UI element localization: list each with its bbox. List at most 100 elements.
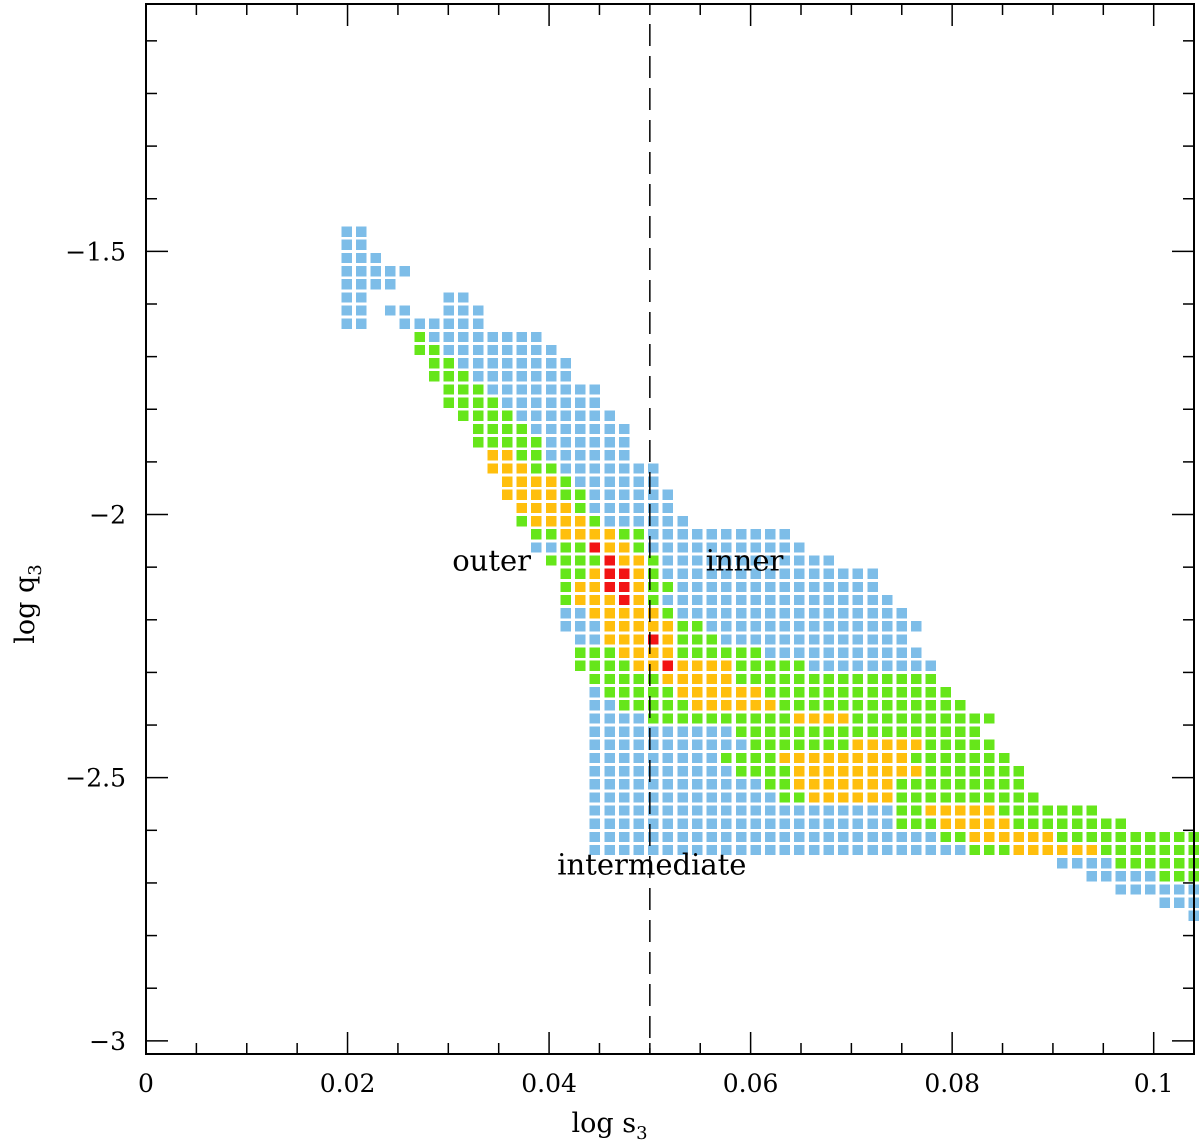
heatmap-cell xyxy=(706,779,718,790)
heatmap-cell xyxy=(852,687,864,698)
heatmap-cell xyxy=(706,726,718,737)
heatmap-cell xyxy=(794,766,805,777)
heatmap-cell xyxy=(750,805,761,816)
heatmap-cell xyxy=(545,397,557,408)
heatmap-cell xyxy=(487,331,498,343)
heatmap-cell xyxy=(896,818,907,829)
heatmap-cell xyxy=(662,779,674,790)
heatmap-cell xyxy=(867,634,878,645)
heatmap-cell xyxy=(604,766,615,777)
heatmap-cell xyxy=(1071,844,1083,856)
heatmap-cell xyxy=(633,555,644,566)
heatmap-cell xyxy=(662,713,674,724)
heatmap-cell xyxy=(589,423,601,435)
heatmap-cell xyxy=(969,818,981,829)
heatmap-cell xyxy=(750,831,761,843)
heatmap-cell xyxy=(560,463,571,474)
heatmap-cell xyxy=(896,634,907,645)
heatmap-cell xyxy=(1042,844,1054,856)
heatmap-cell xyxy=(691,779,703,790)
heatmap-cell xyxy=(852,805,864,816)
heatmap-cell xyxy=(808,673,820,685)
heatmap-cell xyxy=(575,660,586,671)
heatmap-cell xyxy=(984,805,995,816)
heatmap-cell xyxy=(633,634,644,645)
heatmap-cell xyxy=(677,831,688,843)
heatmap-cell xyxy=(706,634,718,645)
heatmap-cell xyxy=(1174,897,1185,908)
heatmap-cell xyxy=(721,673,732,685)
y-tick-label: −2.5 xyxy=(65,764,126,793)
heatmap-cell xyxy=(750,594,761,606)
heatmap-cell xyxy=(560,423,571,435)
heatmap-cell xyxy=(399,318,411,329)
annotations: outer inner intermediate xyxy=(452,543,783,881)
heatmap-cell xyxy=(867,660,878,671)
heatmap-cell xyxy=(925,660,937,671)
heatmap-cell xyxy=(487,437,498,448)
heatmap-cell xyxy=(428,331,440,343)
heatmap-cell xyxy=(721,792,732,803)
heatmap-cell xyxy=(765,752,776,764)
heatmap-cell xyxy=(633,581,644,593)
heatmap-cell xyxy=(779,687,791,698)
heatmap-cell xyxy=(604,516,615,527)
heatmap-cell xyxy=(1013,844,1024,856)
heatmap-cell xyxy=(633,476,644,487)
heatmap-cell xyxy=(516,423,528,435)
heatmap-cell xyxy=(589,726,601,737)
heatmap-cell xyxy=(955,779,966,790)
heatmap-cell xyxy=(677,779,688,790)
heatmap-cell xyxy=(881,726,893,737)
heatmap-cell xyxy=(721,647,732,658)
heatmap-cell xyxy=(662,673,674,685)
heatmap-cell xyxy=(589,502,601,514)
heatmap-cell xyxy=(1028,792,1039,803)
heatmap-cell xyxy=(998,818,1010,829)
x-tick-label: 0.02 xyxy=(320,1069,376,1098)
heatmap-cell xyxy=(691,608,703,619)
heatmap-cell xyxy=(779,752,791,764)
heatmap-cell xyxy=(721,766,732,777)
heatmap-cell xyxy=(1042,805,1054,816)
heatmap-cell xyxy=(794,621,805,632)
heatmap-cell xyxy=(589,634,601,645)
heatmap-cell xyxy=(472,344,484,356)
heatmap-cell xyxy=(794,752,805,764)
heatmap-cell xyxy=(633,713,644,724)
heatmap-cell xyxy=(545,463,557,474)
heatmap-cell xyxy=(618,555,630,566)
heatmap-cell xyxy=(502,371,513,382)
heatmap-cell xyxy=(867,818,878,829)
heatmap-cell xyxy=(677,687,688,698)
heatmap-cell xyxy=(443,371,455,382)
heatmap-cell xyxy=(1101,831,1112,843)
heatmap-cell xyxy=(896,713,907,724)
heatmap-cell xyxy=(808,726,820,737)
heatmap-cell xyxy=(911,779,922,790)
heatmap-cell xyxy=(969,739,981,750)
heatmap-cell xyxy=(691,818,703,829)
heatmap-cell xyxy=(808,647,820,658)
heatmap-cell xyxy=(838,805,849,816)
heatmap-cell xyxy=(779,608,791,619)
heatmap-cell xyxy=(575,476,586,487)
heatmap-cell xyxy=(867,608,878,619)
y-tick-label: −3 xyxy=(89,1027,126,1056)
heatmap-cell xyxy=(881,752,893,764)
heatmap-cell xyxy=(575,594,586,606)
heatmap-cell xyxy=(721,739,732,750)
heatmap-cell xyxy=(589,818,601,829)
heatmap-cell xyxy=(589,463,601,474)
heatmap-cell xyxy=(896,687,907,698)
heatmap-cell xyxy=(896,752,907,764)
heatmap-cell xyxy=(750,779,761,790)
heatmap-cell xyxy=(618,437,630,448)
heatmap-cell xyxy=(823,555,834,566)
heatmap-cell xyxy=(765,726,776,737)
heatmap-cell xyxy=(487,358,498,369)
heatmap-cell xyxy=(589,621,601,632)
heatmap-cell xyxy=(838,739,849,750)
heatmap-cell xyxy=(575,581,586,593)
heatmap-cell xyxy=(735,818,747,829)
